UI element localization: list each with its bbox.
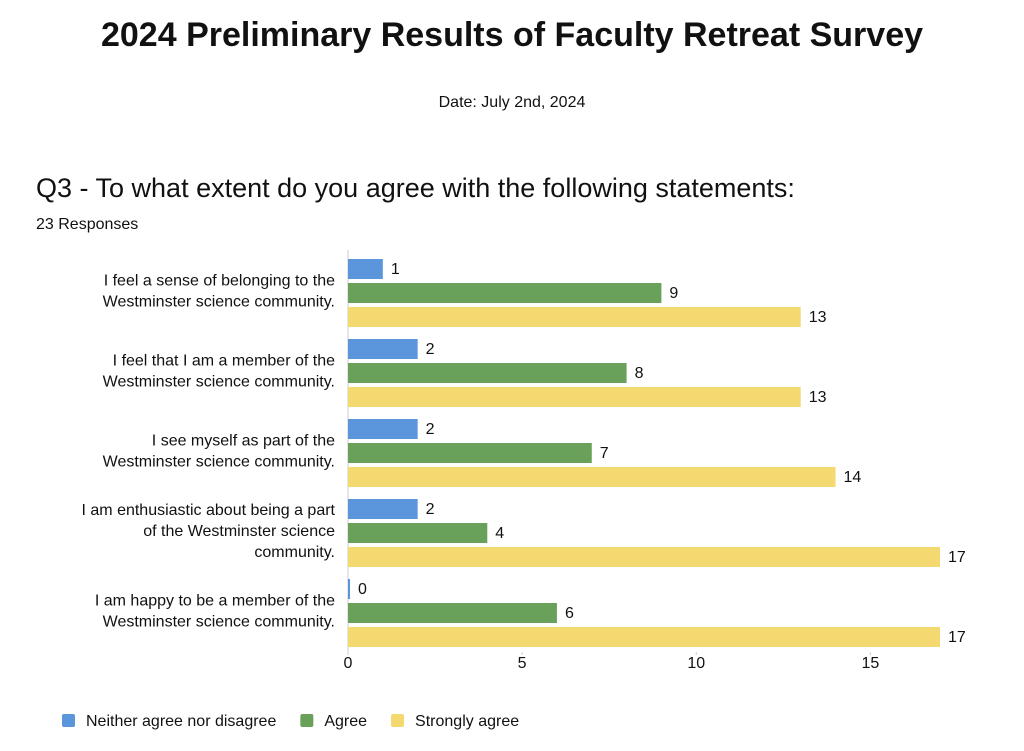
bar [348,283,662,303]
bar [348,387,801,407]
bar [348,339,418,359]
value-label: 17 [948,549,966,566]
bar [348,603,557,623]
bar [348,307,801,327]
value-label: 1 [391,261,400,278]
page-date: Date: July 2nd, 2024 [438,94,586,111]
value-label: 13 [809,389,827,406]
category-label: of the Westminster science [143,523,335,540]
category-label: I feel a sense of belonging to the [104,273,335,290]
chart-subtitle: 23 Responses [36,216,138,233]
value-label: 7 [600,445,609,462]
bar [348,579,350,599]
legend-label: Agree [324,713,367,730]
category-label: I am enthusiastic about being a part [82,502,336,519]
category-label: community. [254,544,335,561]
x-tick-label: 0 [344,655,353,672]
bar [348,547,940,567]
value-label: 14 [844,469,862,486]
category-label: I am happy to be a member of the [95,593,335,610]
bar [348,467,836,487]
value-label: 2 [426,341,435,358]
value-label: 2 [426,421,435,438]
legend-swatch [300,714,314,727]
legend-swatch [62,714,75,727]
x-tick-label: 5 [518,655,527,672]
value-label: 2 [426,501,435,518]
category-label: Westminster science community. [103,374,335,391]
bar [348,627,940,647]
category-label: Westminster science community. [103,454,335,471]
value-label: 9 [669,285,678,302]
bar [348,523,488,543]
legend-label: Strongly agree [415,713,519,730]
category-label: I see myself as part of the [152,433,335,450]
bar [348,363,627,383]
legend-label: Neither agree nor disagree [86,713,276,730]
category-label: Westminster science community. [103,614,335,631]
category-label: I feel that I am a member of the [113,353,335,370]
category-label: Westminster science community. [103,294,335,311]
value-label: 6 [565,605,574,622]
legend-swatch [391,714,405,727]
value-label: 4 [495,525,504,542]
value-label: 13 [809,309,827,326]
value-label: 0 [358,581,367,598]
bar [348,259,383,279]
bar [348,499,418,519]
x-tick-label: 15 [861,655,879,672]
value-label: 17 [948,629,966,646]
value-label: 8 [635,365,644,382]
chart-title: Q3 - To what extent do you agree with th… [36,173,795,203]
page-title: 2024 Preliminary Results of Faculty Retr… [100,16,924,54]
bar [348,443,592,463]
x-tick-label: 10 [687,655,705,672]
bar [348,419,418,439]
